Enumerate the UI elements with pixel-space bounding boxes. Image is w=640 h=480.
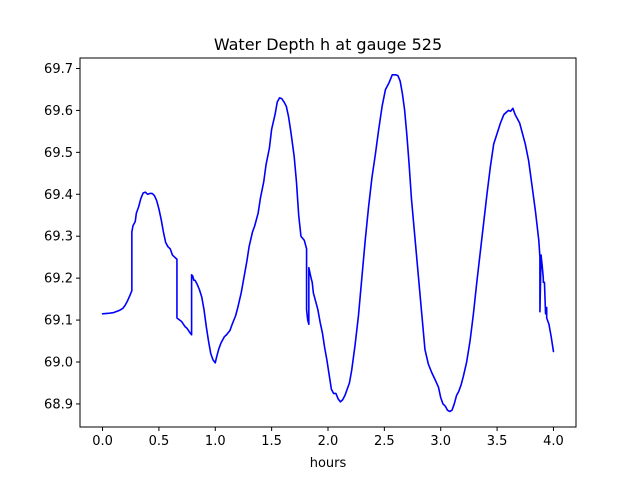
y-tick-label: 69.5 (44, 146, 73, 161)
y-tick-label: 69.2 (44, 272, 73, 287)
y-tick-label: 69.7 (44, 62, 73, 77)
y-tick-label: 69.6 (44, 104, 73, 119)
x-tick-label: 0.0 (92, 434, 113, 449)
x-axis-label: hours (310, 456, 347, 471)
y-axis: 68.9 69.0 69.1 69.2 69.3 69.4 69.5 69.6 69.7 (44, 62, 80, 412)
x-tick-label: 4.0 (543, 434, 564, 449)
y-tick-label: 69.0 (44, 356, 73, 371)
x-tick-label: 0.5 (149, 434, 170, 449)
x-tick-label: 3.0 (430, 434, 451, 449)
x-tick-label: 1.5 (261, 434, 282, 449)
y-tick-label: 69.4 (44, 188, 73, 203)
x-axis: 0.0 0.5 1.0 1.5 2.0 2.5 3.0 3.5 4.0 (92, 427, 564, 449)
series-layer (101, 73, 555, 413)
x-tick-label: 2.5 (374, 434, 395, 449)
chart-title: Water Depth h at gauge 525 (214, 35, 442, 54)
x-tick-label: 2.0 (318, 434, 339, 449)
y-tick-label: 68.9 (44, 397, 73, 412)
series-line-0 (101, 73, 555, 413)
y-tick-label: 69.3 (44, 230, 73, 245)
y-tick-label: 69.1 (44, 314, 73, 329)
x-tick-label: 1.0 (205, 434, 226, 449)
x-tick-label: 3.5 (487, 434, 508, 449)
